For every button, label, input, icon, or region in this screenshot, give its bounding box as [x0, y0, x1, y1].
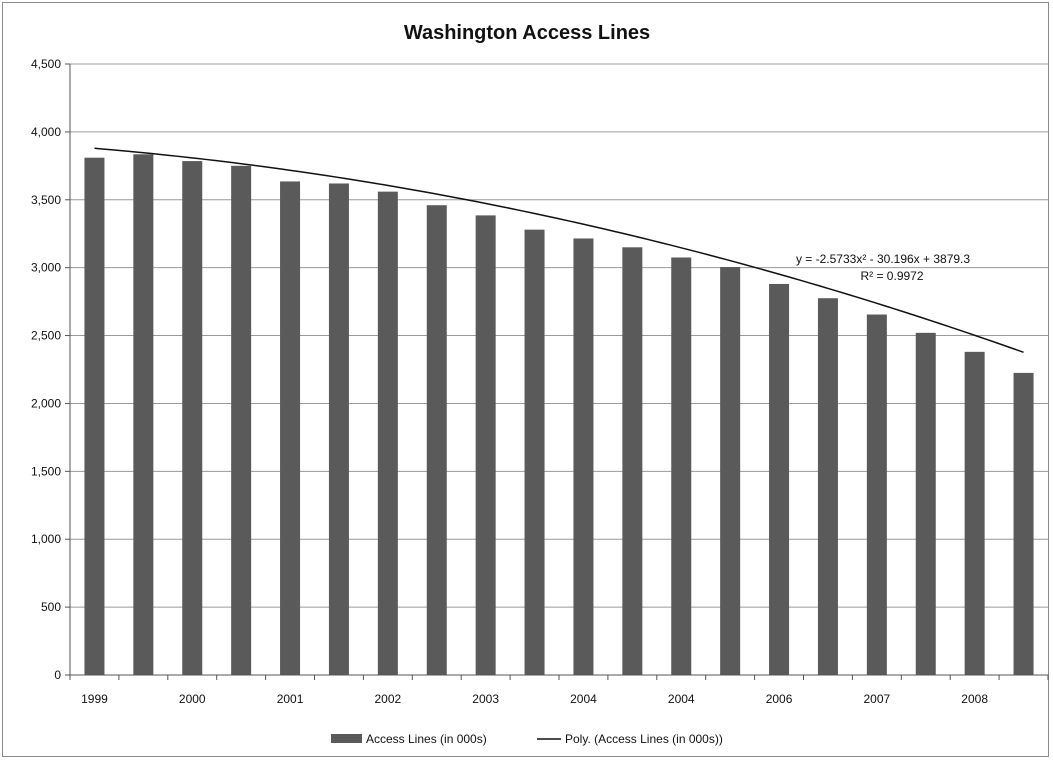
trendline-group	[94, 147, 1024, 354]
x-tick-label: 2006	[766, 692, 793, 706]
y-tick-label: 2,500	[31, 329, 61, 343]
bar	[84, 157, 105, 676]
bar	[377, 191, 398, 675]
y-tick-label: 0	[54, 668, 61, 682]
x-tick-label: 1999	[81, 692, 108, 706]
x-axis: 1999 2000 2001 2002 2003 2004 2004 2006 2007 2008	[69, 674, 1049, 706]
y-tick-label: 3,000	[31, 261, 61, 275]
x-tick-label: 2000	[179, 692, 206, 706]
legend-bar-swatch	[331, 734, 362, 743]
chart-title: Washington Access Lines	[404, 22, 650, 44]
bar	[671, 257, 692, 675]
x-tick-label: 2004	[570, 692, 597, 706]
gridlines	[70, 63, 1048, 608]
bar	[231, 165, 252, 676]
bar	[280, 181, 301, 675]
bar	[573, 238, 594, 676]
y-tick-label: 1,500	[31, 464, 61, 478]
bar	[769, 283, 790, 675]
y-tick-label: 4,500	[31, 57, 61, 71]
bar	[622, 247, 643, 676]
bars	[84, 154, 1034, 676]
x-tick-label: 2003	[472, 692, 499, 706]
bar	[866, 314, 887, 675]
bar	[817, 298, 838, 675]
x-tick-label: 2008	[961, 692, 988, 706]
bar	[475, 215, 496, 676]
bar	[1013, 372, 1034, 675]
x-tick-label: 2007	[863, 692, 890, 706]
y-tick-label: 2,000	[31, 396, 61, 410]
x-tick-label: 2002	[374, 692, 401, 706]
trendline	[94, 147, 1024, 354]
x-tick-label: 2004	[668, 692, 695, 706]
y-tick-label: 500	[41, 600, 61, 614]
bar	[964, 351, 985, 675]
bar	[524, 229, 545, 675]
legend-line-label: Poly. (Access Lines (in 000s))	[565, 732, 723, 746]
bar	[133, 154, 154, 675]
y-axis: 0 500 1,000 1,500 2,000 2,500 3,000 3,500 4,000 4…	[31, 57, 71, 682]
legend: Access Lines (in 000s) Poly. (Access Lin…	[331, 732, 723, 746]
legend-bar-label: Access Lines (in 000s)	[366, 732, 487, 746]
trendline-r-squared: R² = 0.9972	[860, 269, 923, 283]
bar	[426, 205, 447, 675]
y-tick-label: 3,500	[31, 193, 61, 207]
bar	[720, 266, 741, 675]
bar	[182, 161, 203, 675]
y-tick-label: 1,000	[31, 532, 61, 546]
trendline-equation: y = -2.5733x² - 30.196x + 3879.3	[796, 252, 970, 266]
y-tick-label: 4,000	[31, 125, 61, 139]
bar	[328, 183, 349, 676]
bar	[915, 332, 936, 675]
x-tick-label: 2001	[277, 692, 304, 706]
